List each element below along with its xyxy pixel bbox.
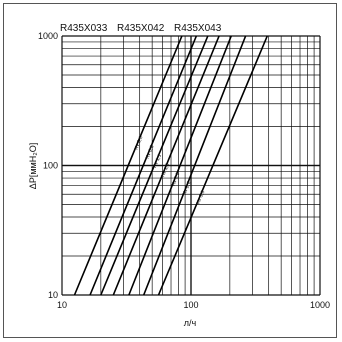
series-label: Kv 0,8 [145,144,156,160]
tick-labels: 10 100 1000 10 100 1000 [38,31,330,310]
series-line [89,35,198,296]
series-line [100,35,209,296]
series-label: Kv 3,6 [195,190,206,206]
x-tick-label: 1000 [310,300,330,310]
header-code-1: R435X033 [60,23,108,34]
series-line [128,35,232,296]
y-axis-label: ΔP[ммH₂O] [28,143,38,189]
y-tick-label: 10 [48,290,58,300]
series-label: Kv 0,6 [133,135,144,151]
y-tick-label: 100 [43,161,58,171]
header-code-3: R435X043 [174,23,222,34]
series-line [157,35,268,296]
x-tick-label: 10 [57,300,67,310]
series-lines: Kv 0,6Kv 0,8Kv 1,1Kv 1,5Kv 2,0Kv 2,6Kv 3… [73,35,268,296]
series-label: Kv 1,1 [152,153,163,169]
y-tick-label: 1000 [38,31,58,41]
header-code-2: R435X042 [117,23,165,34]
series-line [112,35,220,296]
series-line [73,35,183,296]
series-line [142,35,247,296]
series-label: Kv 2,6 [182,180,193,196]
series-label: Kv 1,5 [160,162,171,178]
x-axis-label: л/ч [184,318,197,328]
x-tick-label: 100 [183,300,198,310]
series-label: Kv 2,0 [171,171,182,187]
